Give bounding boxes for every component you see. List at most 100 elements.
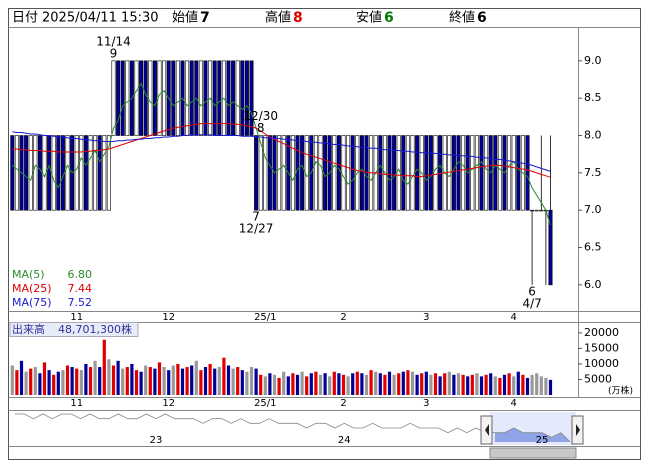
candle-body bbox=[525, 135, 530, 211]
candle-body bbox=[267, 135, 272, 211]
candle-body bbox=[534, 209, 539, 212]
volume-bar bbox=[397, 373, 401, 395]
y-tick-label: 9.0 bbox=[584, 54, 602, 67]
volume-bar bbox=[461, 374, 465, 395]
candle-body bbox=[116, 60, 121, 136]
volume-bar bbox=[309, 373, 313, 395]
legend-name: MA(25) bbox=[12, 282, 52, 295]
volume-bar bbox=[190, 365, 194, 395]
x-tick-label: 25/1 bbox=[254, 312, 276, 323]
volume-bar bbox=[102, 339, 106, 395]
volume-bar bbox=[245, 371, 249, 395]
y-tick-label: 8.5 bbox=[584, 91, 602, 104]
volume-bar bbox=[544, 377, 548, 395]
volume-bar bbox=[116, 360, 120, 395]
candle-body bbox=[74, 135, 79, 211]
volume-bar bbox=[479, 376, 484, 395]
volume-bar bbox=[429, 374, 433, 395]
volume-bar bbox=[185, 367, 189, 395]
volume-title: 出来高 bbox=[12, 322, 45, 336]
volume-bar bbox=[530, 374, 534, 395]
volume-bar bbox=[203, 367, 208, 395]
candle-body bbox=[244, 60, 249, 136]
candle-body bbox=[405, 135, 410, 211]
candle-body bbox=[474, 135, 479, 211]
volume-bar bbox=[318, 374, 323, 395]
volume-bar bbox=[180, 368, 185, 395]
annotation-value: 8 bbox=[257, 121, 265, 135]
legend-value: 6.80 bbox=[68, 268, 93, 281]
candle-body bbox=[249, 60, 254, 136]
volume-bar bbox=[387, 371, 392, 395]
outer-frame bbox=[8, 8, 641, 460]
volume-bar bbox=[443, 373, 447, 395]
candle-body bbox=[143, 60, 148, 136]
volume-bar bbox=[355, 371, 359, 395]
candle-body bbox=[341, 135, 346, 211]
volume-bar bbox=[466, 376, 470, 395]
candle-body bbox=[507, 135, 512, 211]
volume-bar bbox=[176, 363, 180, 395]
candle-body bbox=[438, 135, 443, 211]
volume-bar bbox=[93, 360, 97, 395]
low-value: 6 bbox=[384, 10, 394, 26]
navigator-window-area bbox=[494, 428, 571, 442]
volume-bar bbox=[512, 376, 516, 395]
date-value: 2025/04/11 15:30 bbox=[42, 11, 159, 26]
navigator-year-label: 25 bbox=[536, 435, 549, 446]
volume-bar bbox=[410, 371, 415, 395]
volume-bar bbox=[42, 362, 47, 395]
candle-body bbox=[28, 135, 33, 211]
x-tick-label: 12 bbox=[162, 398, 175, 409]
candle-body bbox=[484, 135, 489, 211]
candle-body bbox=[511, 135, 516, 211]
volume-latest: 48,701,300株 bbox=[58, 322, 132, 336]
volume-bar bbox=[107, 359, 111, 395]
volume-bar bbox=[268, 373, 272, 395]
volume-bar bbox=[475, 373, 479, 395]
candle-body bbox=[313, 135, 318, 211]
candle-body bbox=[47, 135, 52, 211]
volume-bar bbox=[38, 373, 42, 395]
candle-body bbox=[479, 135, 484, 211]
volume-label-box bbox=[9, 322, 139, 337]
volume-unit: (万株) bbox=[608, 385, 633, 397]
scroll-thumb[interactable] bbox=[489, 447, 577, 459]
volume-bar bbox=[351, 373, 355, 395]
navigator-handle-arrow bbox=[576, 424, 580, 436]
candle-body bbox=[290, 135, 295, 211]
close-value: 6 bbox=[477, 10, 487, 26]
candle-body bbox=[401, 135, 406, 211]
x-tick-label: 11 bbox=[70, 398, 83, 409]
y-tick-label: 6.5 bbox=[584, 241, 602, 254]
candle-body bbox=[175, 60, 180, 136]
volume-bar bbox=[70, 367, 74, 395]
moving-average-line bbox=[11, 82, 551, 226]
volume-bar bbox=[484, 374, 488, 395]
volume-bar bbox=[56, 371, 60, 395]
x-tick-label: 4 bbox=[511, 398, 517, 409]
date-label: 日付 bbox=[12, 11, 38, 26]
volume-bar bbox=[29, 368, 33, 395]
close-label: 終値 bbox=[449, 10, 475, 26]
candle-body bbox=[346, 135, 351, 211]
volume-bar bbox=[249, 367, 254, 395]
volume-bar bbox=[378, 373, 382, 395]
volume-bar bbox=[415, 374, 419, 395]
x-tick-label: 3 bbox=[423, 312, 429, 323]
candle-body bbox=[392, 135, 397, 211]
volume-bar bbox=[456, 373, 461, 395]
open-value: 7 bbox=[200, 10, 210, 26]
volume-bar bbox=[171, 365, 175, 395]
volume-bar bbox=[392, 374, 396, 395]
volume-bar bbox=[502, 374, 507, 395]
volume-bar bbox=[134, 370, 139, 395]
volume-bar bbox=[75, 368, 79, 395]
volume-bar bbox=[489, 373, 493, 395]
annotation-value: 6 bbox=[528, 284, 536, 298]
legend-bg bbox=[10, 268, 94, 282]
volume-bar bbox=[236, 367, 240, 395]
annotation-value: 7 bbox=[252, 210, 260, 224]
volume-bar bbox=[521, 374, 525, 395]
